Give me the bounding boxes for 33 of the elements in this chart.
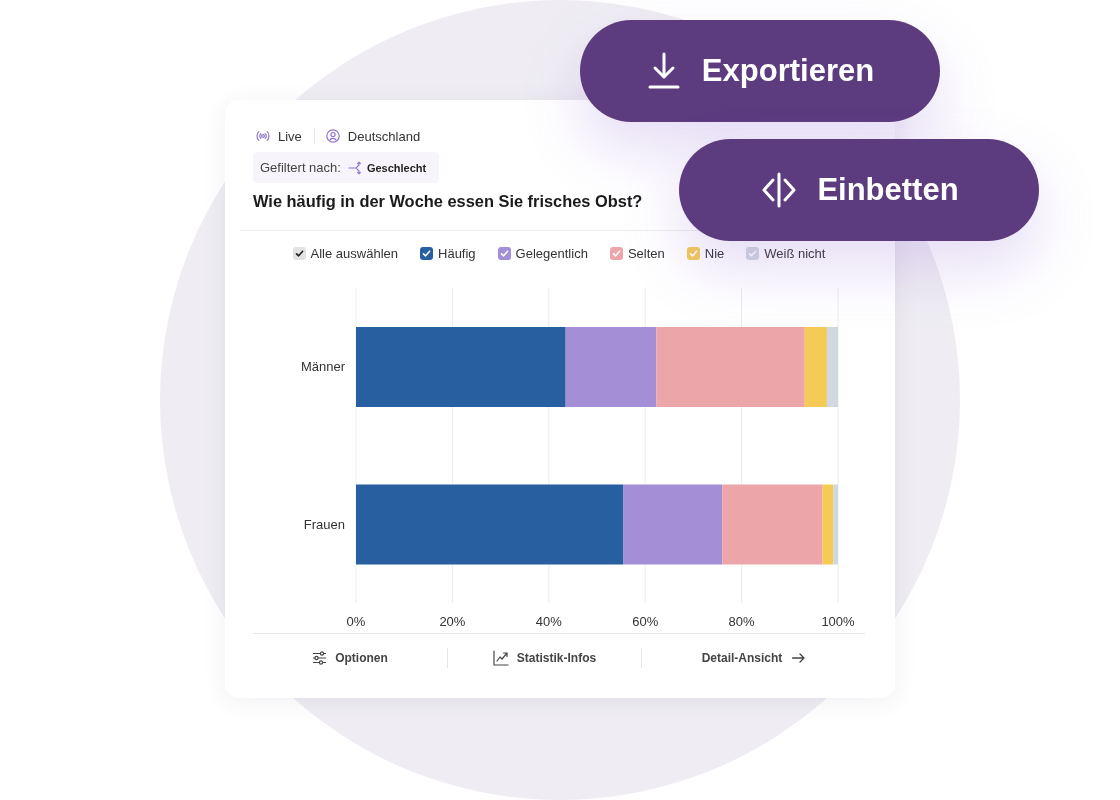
bar [822, 484, 834, 565]
bar [722, 484, 823, 565]
legend-label: Selten [627, 245, 665, 261]
bar [804, 327, 827, 407]
bar [656, 327, 805, 407]
y-tick-label: Männer [300, 359, 346, 375]
x-tick-label: 100% [821, 614, 856, 630]
x-tick-label: 40% [535, 614, 563, 630]
text: Live [278, 128, 302, 144]
legend-label: Häufig [438, 245, 476, 261]
text: Detail-Ansicht [701, 651, 783, 665]
bar [833, 484, 838, 565]
legend-label: Weiß nicht [764, 245, 826, 261]
export-button: Exportieren [580, 20, 940, 122]
embed-button: Einbetten [679, 139, 1039, 241]
filter-chip: Gefiltert nach: Geschlecht [253, 152, 440, 183]
x-tick-label: 80% [728, 614, 756, 630]
bar [356, 327, 566, 407]
x-tick-label: 20% [439, 614, 466, 630]
text: Optionen [335, 651, 388, 665]
text: Deutschland [347, 128, 421, 144]
x-tick-label: 60% [632, 614, 659, 630]
x-tick-label: 0% [346, 614, 366, 630]
y-tick-label: Frauen [303, 516, 345, 532]
text: Statistik-Infos [516, 651, 597, 665]
bar [826, 327, 838, 407]
bar [623, 484, 723, 565]
legend-label: Nie [704, 245, 725, 261]
legend-title: Alle auswählen [310, 245, 399, 261]
bar [356, 484, 624, 565]
legend-label: Gelegentlich [515, 245, 588, 261]
chart-title: Wie häufig in der Woche essen Sie frisches Obst? [253, 192, 643, 210]
bar [565, 327, 657, 407]
